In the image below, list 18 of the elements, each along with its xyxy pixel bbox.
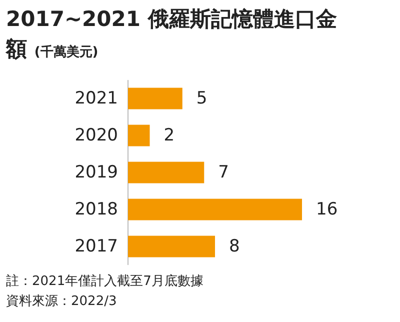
chart-subtitle: (千萬美元): [34, 45, 98, 60]
y-tick-label: 2019: [74, 162, 118, 182]
data-label: 16: [316, 200, 338, 220]
bar: [128, 124, 150, 146]
bar: [128, 88, 182, 110]
source-note: 資料來源：2022/3: [6, 293, 118, 311]
y-tick-label: 2018: [74, 200, 118, 220]
bar: [128, 198, 302, 220]
data-label: 2: [164, 126, 175, 146]
y-tick-label: 2020: [74, 126, 118, 146]
data-label: 5: [196, 88, 208, 108]
bar: [128, 162, 204, 184]
text: 註：2021年僅計入截至7月底數據: [6, 273, 204, 291]
data-label: 8: [229, 236, 240, 256]
data-label: 7: [218, 162, 229, 182]
y-tick-label: 2017: [74, 236, 118, 256]
bar: [128, 236, 215, 258]
y-tick-label: 2021: [74, 88, 118, 108]
